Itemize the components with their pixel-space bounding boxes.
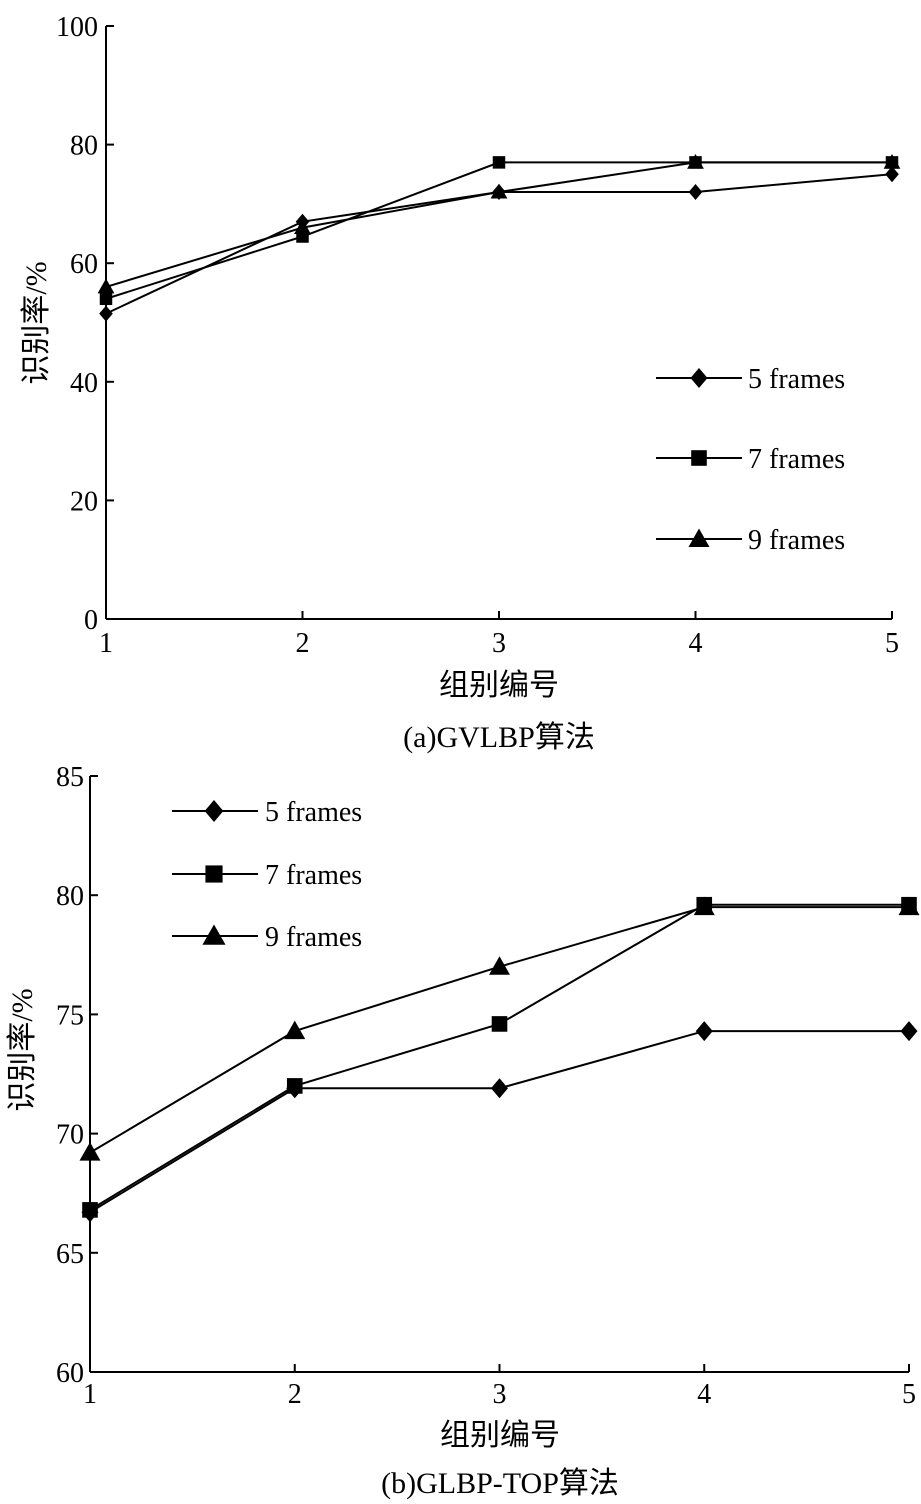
chart-b-point-triangle (79, 1142, 101, 1161)
chart-a-series-line-3 (105, 161, 892, 288)
chart-b-y-tick-label: 70 (56, 1120, 84, 1151)
chart-b-point-diamond (491, 1078, 508, 1099)
chart-a-point-triangle (490, 183, 508, 199)
chart-a-point-triangle (687, 153, 704, 169)
chart-b-y-label: 识别率/% (6, 988, 39, 1111)
chart-a-x-tick-label: 5 (885, 628, 899, 659)
chart-b-point-square (286, 1078, 303, 1094)
chart-b-x-tick-label: 4 (697, 1379, 711, 1410)
chart-b-caption: (b)GLBP-TOP算法 (381, 1467, 619, 1500)
chart-a-x-label: 组别编号 (439, 669, 559, 702)
chart-a-point-square (99, 292, 113, 306)
chart-b-legend: 5 frames 7 frames 9 frames (172, 797, 362, 953)
chart-a-point-triangle (97, 278, 115, 294)
chart-a-series (97, 153, 901, 322)
chart-a-x-tick-label: 4 (689, 628, 703, 659)
chart-a: 0 20 40 60 80 100 1 2 3 4 5 5 frames 7 frames 9 fra… (20, 12, 901, 754)
chart-a-point-diamond (885, 166, 899, 183)
chart-b-x-tick-label: 5 (902, 1379, 916, 1410)
chart-b-series-line-2 (89, 903, 909, 1211)
chart-a-y-tick-label: 100 (56, 12, 98, 43)
chart-b-point-square (491, 1016, 508, 1032)
chart-b-legend-square-icon (205, 865, 223, 883)
chart-a-legend-label: 5 frames (748, 364, 845, 395)
chart-b-y-tick-label: 85 (56, 762, 84, 793)
chart-b-point-triangle (489, 956, 510, 975)
chart-b-point-triangle (898, 896, 920, 916)
chart-b-point-triangle (693, 896, 715, 916)
chart-b-legend-triangle-icon (202, 924, 226, 945)
chart-b-point-diamond (900, 1021, 918, 1042)
chart-a-y-tick-label: 80 (70, 131, 98, 162)
chart-a-point-diamond (688, 184, 703, 201)
chart-b-x-tick-label: 1 (83, 1379, 97, 1410)
chart-b-y-ticks: 60 65 70 75 80 85 (56, 762, 98, 1389)
chart-a-y-tick-label: 20 (70, 486, 98, 517)
chart-a-x-tick-label: 3 (492, 628, 506, 659)
chart-a-y-tick-label: 0 (84, 605, 98, 636)
chart-a-caption: (a)GVLBP算法 (403, 721, 595, 754)
chart-b-y-tick-label: 75 (56, 1000, 84, 1031)
chart-b-x-ticks: 1 2 3 4 5 (83, 1364, 916, 1410)
chart-b-x-label: 组别编号 (440, 1419, 560, 1452)
chart-a-series-line-2 (105, 161, 892, 300)
chart-a-point-square (492, 156, 506, 169)
chart-b-x-tick-label: 2 (288, 1379, 302, 1410)
chart-a-y-label: 识别率/% (20, 261, 53, 384)
chart-a-legend-diamond-icon (690, 368, 708, 388)
chart-a-x-tick-label: 2 (296, 628, 310, 659)
chart-a-x-tick-label: 1 (99, 628, 113, 659)
chart-a-x-ticks: 1 2 3 4 5 (99, 611, 899, 659)
chart-a-point-diamond (99, 305, 113, 322)
chart-a-y-ticks: 0 20 40 60 80 100 (56, 12, 114, 636)
chart-b-point-diamond (695, 1021, 713, 1042)
chart-a-point-triangle (294, 219, 311, 235)
chart-b-y-tick-label: 65 (56, 1239, 84, 1270)
chart-b-y-tick-label: 80 (56, 881, 84, 912)
chart-a-legend-label: 9 frames (748, 525, 845, 556)
chart-a-legend-triangle-icon (688, 528, 710, 547)
chart-b: 60 65 70 75 80 85 1 2 3 4 5 5 frames 7 frames 9 fra… (6, 762, 920, 1500)
chart-b-point-square (82, 1202, 98, 1218)
chart-b-series (79, 896, 920, 1223)
chart-b-legend-diamond-icon (204, 800, 224, 822)
chart-b-y-tick-label: 60 (56, 1358, 84, 1389)
chart-b-point-triangle (284, 1020, 306, 1040)
chart-b-legend-label: 9 frames (265, 922, 362, 953)
chart-b-x-tick-label: 3 (493, 1379, 507, 1410)
chart-a-y-tick-label: 60 (70, 249, 98, 280)
chart-a-legend: 5 frames 7 frames 9 frames (656, 364, 845, 556)
chart-a-legend-square-icon (691, 450, 707, 466)
chart-b-legend-label: 5 frames (265, 797, 362, 828)
chart-a-legend-label: 7 frames (748, 444, 845, 475)
chart-a-point-triangle (883, 153, 901, 169)
chart-b-series-line-1 (89, 1030, 909, 1214)
chart-b-legend-label: 7 frames (265, 860, 362, 891)
chart-a-y-tick-label: 40 (70, 368, 98, 399)
